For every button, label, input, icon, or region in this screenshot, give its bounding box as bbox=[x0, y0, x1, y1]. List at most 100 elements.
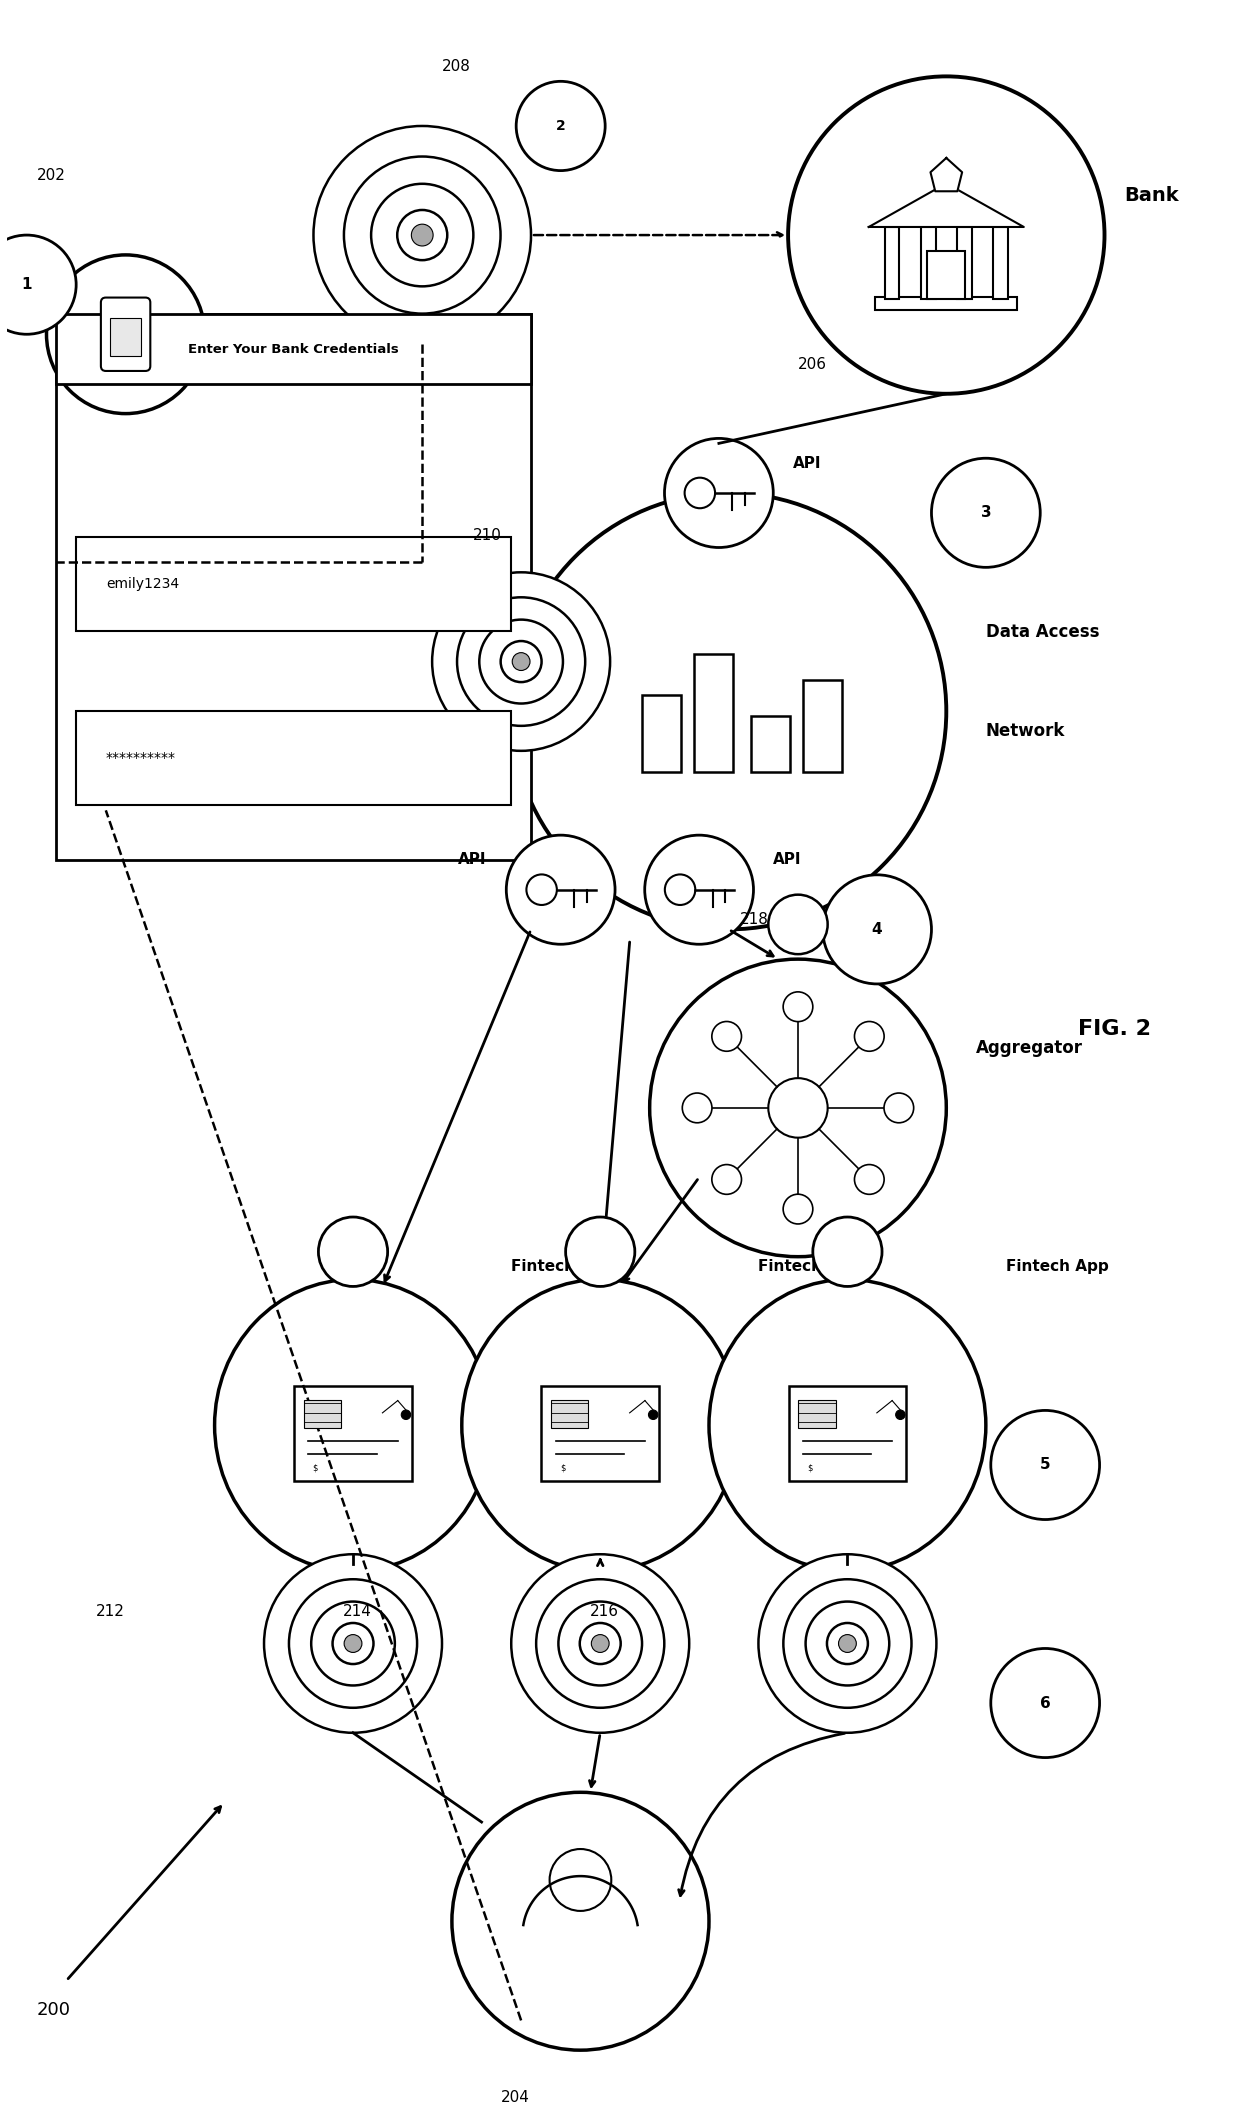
Text: 5: 5 bbox=[1040, 1457, 1050, 1473]
Bar bbox=[750, 717, 790, 772]
Text: 3: 3 bbox=[981, 505, 991, 520]
Circle shape bbox=[884, 1093, 914, 1123]
Circle shape bbox=[432, 573, 610, 750]
Bar bbox=[799, 1399, 836, 1427]
Circle shape bbox=[536, 1579, 665, 1708]
Circle shape bbox=[759, 1554, 936, 1733]
Text: 1: 1 bbox=[21, 277, 32, 292]
Text: 208: 208 bbox=[441, 59, 471, 74]
Circle shape bbox=[991, 1410, 1100, 1520]
Text: Aggregator: Aggregator bbox=[976, 1040, 1083, 1057]
Circle shape bbox=[895, 1410, 905, 1418]
Bar bbox=[694, 653, 733, 772]
Circle shape bbox=[784, 1194, 812, 1224]
Text: Bank: Bank bbox=[1125, 186, 1179, 205]
Circle shape bbox=[289, 1579, 417, 1708]
Text: 216: 216 bbox=[590, 1605, 619, 1619]
Bar bbox=[789, 1387, 906, 1480]
Text: 210: 210 bbox=[472, 528, 501, 543]
Circle shape bbox=[712, 1165, 742, 1194]
Circle shape bbox=[412, 224, 433, 245]
Circle shape bbox=[549, 1850, 611, 1911]
Text: 200: 200 bbox=[37, 2000, 71, 2019]
Bar bbox=[993, 226, 1008, 298]
Text: FIG. 2: FIG. 2 bbox=[1078, 1019, 1151, 1038]
Circle shape bbox=[712, 1021, 742, 1051]
Circle shape bbox=[511, 1554, 689, 1733]
Text: API: API bbox=[774, 852, 802, 867]
Bar bbox=[56, 315, 531, 385]
Bar bbox=[294, 1387, 412, 1480]
Circle shape bbox=[402, 1410, 410, 1418]
Text: 204: 204 bbox=[501, 2091, 531, 2106]
Text: 6: 6 bbox=[1040, 1695, 1050, 1710]
Ellipse shape bbox=[461, 1279, 739, 1571]
Circle shape bbox=[827, 1624, 868, 1664]
Bar bbox=[76, 537, 511, 630]
Bar bbox=[304, 1399, 341, 1427]
Text: 218: 218 bbox=[739, 911, 769, 926]
Circle shape bbox=[314, 127, 531, 345]
Circle shape bbox=[682, 1093, 712, 1123]
Circle shape bbox=[650, 960, 946, 1256]
Circle shape bbox=[665, 438, 774, 548]
Polygon shape bbox=[869, 184, 1024, 226]
Circle shape bbox=[645, 835, 754, 945]
Text: 206: 206 bbox=[799, 357, 827, 372]
Text: Data Access: Data Access bbox=[986, 624, 1100, 641]
Ellipse shape bbox=[215, 1279, 491, 1571]
Text: Fintech App: Fintech App bbox=[1006, 1260, 1109, 1275]
Circle shape bbox=[854, 1165, 884, 1194]
Text: Fintech App: Fintech App bbox=[511, 1260, 614, 1275]
Circle shape bbox=[806, 1602, 889, 1685]
Circle shape bbox=[565, 1218, 635, 1287]
Circle shape bbox=[649, 1410, 658, 1418]
Text: $: $ bbox=[807, 1463, 812, 1471]
FancyBboxPatch shape bbox=[100, 298, 150, 370]
Bar bbox=[802, 681, 842, 772]
Text: Enter Your Bank Credentials: Enter Your Bank Credentials bbox=[188, 342, 399, 355]
Bar bbox=[884, 226, 899, 298]
Text: $: $ bbox=[560, 1463, 565, 1471]
Circle shape bbox=[991, 1649, 1100, 1757]
Bar bbox=[875, 296, 1018, 309]
Circle shape bbox=[854, 1021, 884, 1051]
Polygon shape bbox=[930, 159, 962, 190]
Ellipse shape bbox=[709, 1279, 986, 1571]
Circle shape bbox=[319, 1218, 388, 1287]
Text: **********: ********** bbox=[105, 750, 176, 765]
Text: Fintech App: Fintech App bbox=[759, 1260, 862, 1275]
Circle shape bbox=[458, 598, 585, 725]
Circle shape bbox=[769, 894, 827, 953]
Circle shape bbox=[516, 80, 605, 171]
Ellipse shape bbox=[511, 493, 946, 930]
Text: 4: 4 bbox=[872, 922, 883, 937]
Circle shape bbox=[371, 184, 474, 285]
Circle shape bbox=[343, 156, 501, 313]
Circle shape bbox=[480, 619, 563, 704]
Circle shape bbox=[0, 235, 76, 334]
Circle shape bbox=[264, 1554, 441, 1733]
Text: 214: 214 bbox=[343, 1605, 372, 1619]
Bar bbox=[928, 252, 965, 298]
Bar bbox=[921, 226, 936, 298]
Circle shape bbox=[332, 1624, 373, 1664]
Text: emily1234: emily1234 bbox=[105, 577, 179, 590]
Circle shape bbox=[784, 991, 812, 1021]
Bar bbox=[110, 319, 141, 357]
Circle shape bbox=[311, 1602, 394, 1685]
Circle shape bbox=[558, 1602, 642, 1685]
Text: 202: 202 bbox=[37, 167, 66, 184]
Circle shape bbox=[789, 76, 1105, 393]
Bar bbox=[542, 1387, 658, 1480]
Circle shape bbox=[580, 1624, 621, 1664]
Text: API: API bbox=[458, 852, 486, 867]
Circle shape bbox=[506, 835, 615, 945]
Circle shape bbox=[769, 1078, 827, 1137]
Circle shape bbox=[501, 641, 542, 683]
Circle shape bbox=[812, 1218, 882, 1287]
Circle shape bbox=[591, 1634, 609, 1653]
Bar bbox=[551, 1399, 589, 1427]
Text: Network: Network bbox=[986, 723, 1065, 740]
Text: $: $ bbox=[312, 1463, 317, 1471]
